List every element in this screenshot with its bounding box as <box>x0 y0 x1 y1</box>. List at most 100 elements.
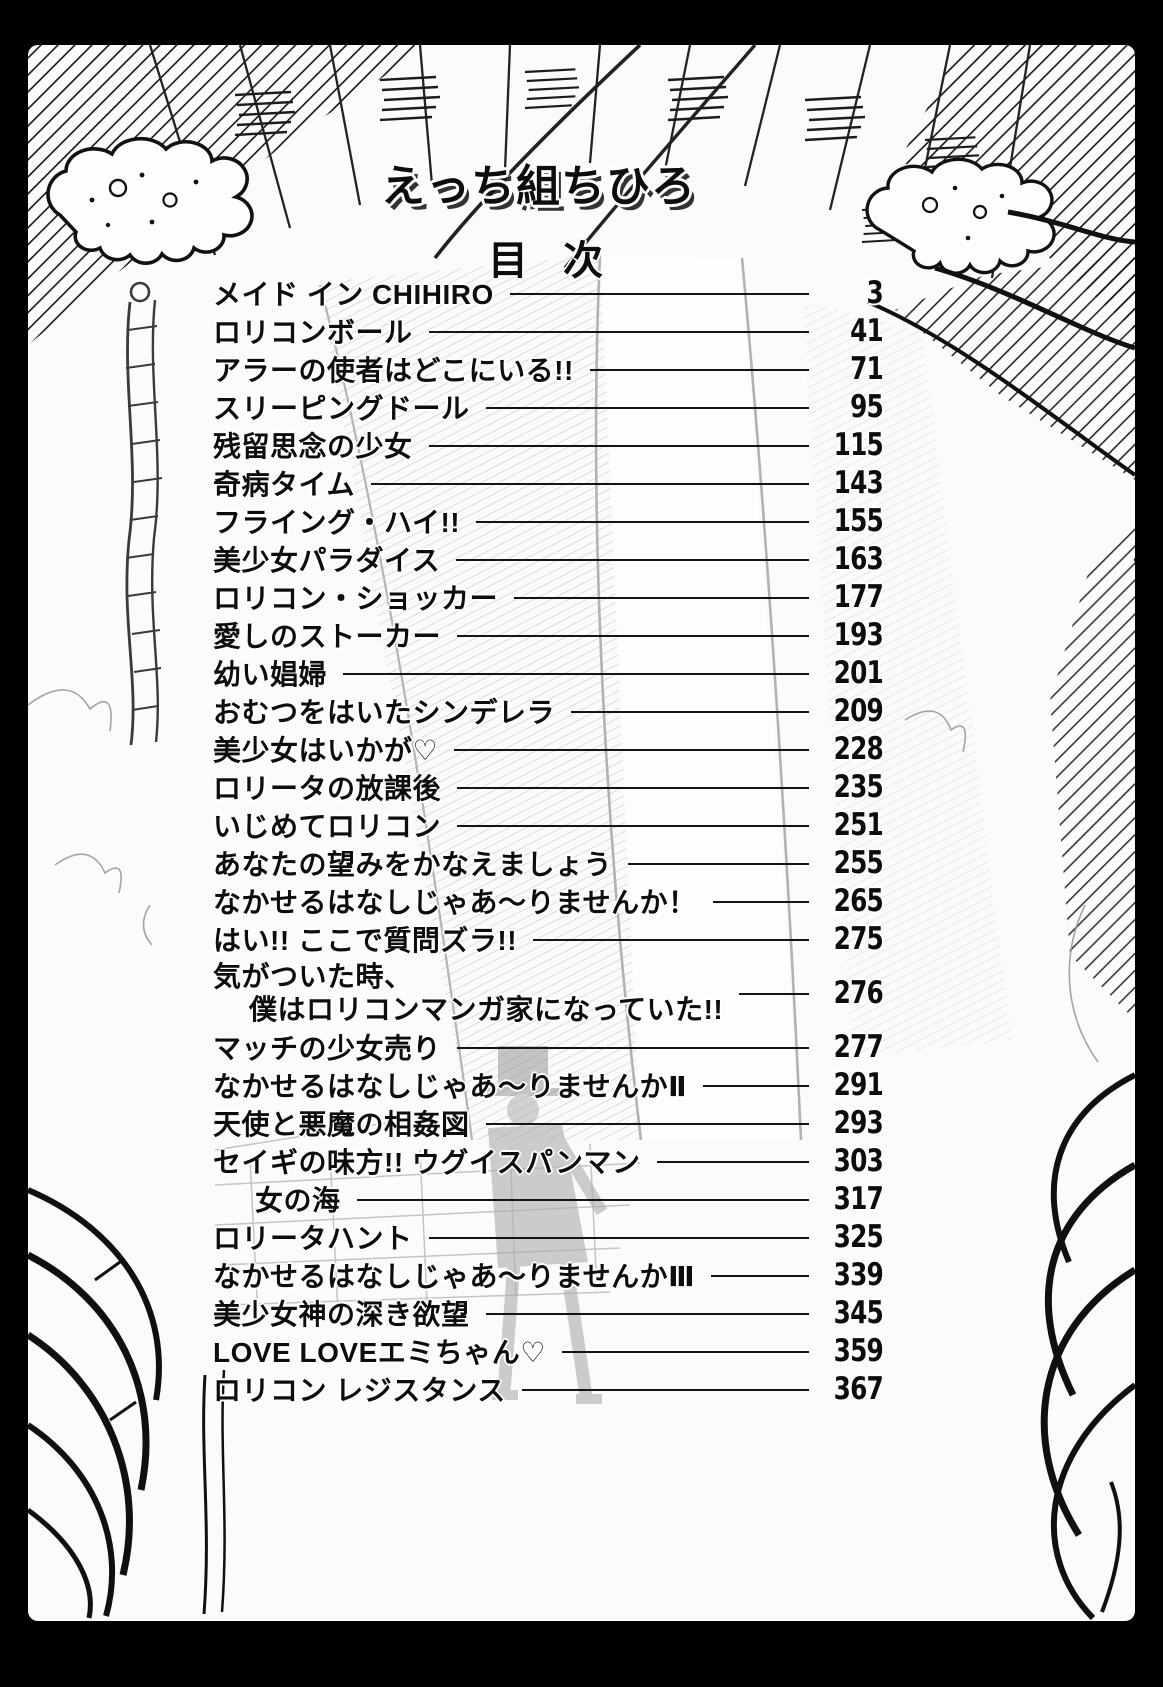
toc-entry-title: いじめてロリコン <box>213 811 442 842</box>
toc-entry-page: 143 <box>833 465 884 501</box>
toc-entry-title: 残留思念の少女 <box>213 431 413 462</box>
toc-entry-page: 276 <box>833 975 884 1011</box>
toc-entry-title: 愛しのストーカー <box>213 621 442 652</box>
toc-entry-title: LOVE LOVEエミちゃん♡ <box>213 1337 546 1368</box>
toc-leader-line <box>712 901 809 903</box>
toc-leader-line <box>454 749 809 751</box>
hatch-top-left <box>28 45 430 345</box>
toc-leader-line <box>509 293 809 295</box>
scaffold-sketch <box>214 1119 641 1321</box>
drapery-bottom-left <box>28 1187 226 1619</box>
toc-entry-title: ロリコン レジスタンス <box>213 1375 506 1406</box>
toc-leader-line <box>533 939 809 941</box>
toc-entry-page: 317 <box>833 1181 884 1217</box>
toc-leader-line <box>370 483 809 485</box>
toc-leader-line <box>628 863 809 865</box>
toc-entry-title: スリーピングドール <box>213 393 470 424</box>
toc-entry-page: 339 <box>833 1257 884 1293</box>
toc-entry-title: ロリコン・ショッカー <box>213 583 499 614</box>
toc-row: 女の海 317 <box>213 1180 884 1218</box>
drapery-bottom-right <box>1040 558 1135 1621</box>
toc-entry-title: なかせるはなしじゃあ〜りませんかⅢ <box>213 1261 696 1292</box>
toc-row: マッチの少女売り 277 <box>213 1028 884 1066</box>
toc-row: 天使と悪魔の相姦図 293 <box>213 1104 884 1142</box>
book-title: えっち組ちひろ <box>381 162 696 211</box>
toc-entry-title: なかせるはなしじゃあ〜りませんかⅡ <box>213 1071 688 1102</box>
toc-entry-page: 3 <box>866 275 884 311</box>
toc-entry-title: フライング・ハイ!! <box>213 507 461 538</box>
toc-row: スリーピングドール 95 <box>213 388 884 426</box>
toc-leader-line <box>521 1389 809 1391</box>
toc-entry-page: 345 <box>833 1295 884 1331</box>
toc-leader-line <box>485 407 809 409</box>
hanging-braid <box>125 281 163 746</box>
toc-entry-page: 41 <box>850 313 884 349</box>
toc-leader-line <box>514 597 809 599</box>
toc-leader-line <box>428 331 809 333</box>
toc-heading: 目次 <box>488 239 638 283</box>
toc-row: セイギの味方!! ウグイスパンマン 303 <box>213 1142 884 1180</box>
toc-entry-page: 251 <box>833 807 884 843</box>
toc-entry-page: 201 <box>833 655 884 691</box>
toc-leader-line <box>457 635 809 637</box>
toc-entry-title: メイド イン CHIHIRO <box>213 279 494 310</box>
toc-row: 美少女神の深き欲望 345 <box>213 1294 884 1332</box>
toc-entry-title: 気がついた時、 僕はロリコンマンガ家になっていた!! <box>213 961 724 1025</box>
toc-row: ロリコンボール 41 <box>213 312 884 350</box>
toc-entry-title: なかせるはなしじゃあ〜りませんか！ <box>213 887 697 918</box>
toc-row: ロリコン レジスタンス 367 <box>213 1370 884 1408</box>
toc-leader-line <box>703 1085 809 1087</box>
toc-leader-line <box>428 445 809 447</box>
toc-entry-page: 228 <box>833 731 884 767</box>
toc-leader-line <box>356 1199 809 1201</box>
toc-row: 気がついた時、 僕はロリコンマンガ家になっていた!! 276 <box>213 958 884 1028</box>
toc-row: ロリコン・ショッカー 177 <box>213 578 884 616</box>
toc-row: アラーの使者はどこにいる!! 71 <box>213 350 884 388</box>
toc-entry-title: 幼い娼婦 <box>213 659 328 690</box>
toc-entry-title: 美少女神の深き欲望 <box>213 1299 470 1330</box>
toc-row: フライング・ハイ!! 155 <box>213 502 884 540</box>
toc-entry-title: 奇病タイム <box>213 469 355 500</box>
toc-leader-line <box>428 1237 809 1239</box>
toc-leader-line <box>571 711 809 713</box>
toc-row: はい!! ここで質問ズラ!! 275 <box>213 920 884 958</box>
toc-entry-page: 293 <box>833 1105 884 1141</box>
toc-row: 奇病タイム 143 <box>213 464 884 502</box>
toc-leader-line <box>561 1351 809 1353</box>
toc-row: 幼い娼婦 201 <box>213 654 884 692</box>
toc-row: あなたの望みをかなえましょう 255 <box>213 844 884 882</box>
toc-entry-title: ロリータの放課後 <box>213 773 442 804</box>
toc-row: 美少女はいかが♡ 228 <box>213 730 884 768</box>
toc-entry-page: 277 <box>833 1029 884 1065</box>
toc-row: なかせるはなしじゃあ〜りませんかⅢ 339 <box>213 1256 884 1294</box>
lace-frill-right <box>865 157 1056 275</box>
toc-entry-title: アラーの使者はどこにいる!! <box>213 355 574 386</box>
toc-entry-page: 303 <box>833 1143 884 1179</box>
toc-entry-title: 美少女はいかが♡ <box>213 735 439 766</box>
toc-leader-line <box>485 1313 809 1315</box>
toc-entry-page: 209 <box>833 693 884 729</box>
toc-leader-line <box>711 1275 809 1277</box>
toc-row: おむつをはいたシンデレラ 209 <box>213 692 884 730</box>
background-artwork <box>28 45 1135 1621</box>
toc-entry-page: 275 <box>833 921 884 957</box>
toc-leader-line <box>589 369 809 371</box>
toc-entry-title: おむつをはいたシンデレラ <box>213 697 556 728</box>
toc-leader-line <box>485 1123 809 1125</box>
toc-entry-title: 女の海 <box>255 1185 341 1216</box>
legs-artwork <box>318 254 1012 1141</box>
toc-entry-page: 177 <box>833 579 884 615</box>
toc-entry-page: 193 <box>833 617 884 653</box>
toc-entry-title: マッチの少女売り <box>213 1033 442 1064</box>
toc-row: なかせるはなしじゃあ〜りませんか！ 265 <box>213 882 884 920</box>
toc-entry-page: 291 <box>833 1067 884 1103</box>
toc-row: ロリータハント 325 <box>213 1218 884 1256</box>
toc-entry-title: あなたの望みをかなえましょう <box>213 849 613 880</box>
toc-entry-page: 235 <box>833 769 884 805</box>
toc-leader-line <box>343 673 809 675</box>
toc-entry-title: 天使と悪魔の相姦図 <box>213 1109 470 1140</box>
toc-entry-title: 美少女パラダイス <box>213 545 441 576</box>
toc-row: なかせるはなしじゃあ〜りませんかⅡ 291 <box>213 1066 884 1104</box>
toc-entry-page: 71 <box>850 351 884 387</box>
